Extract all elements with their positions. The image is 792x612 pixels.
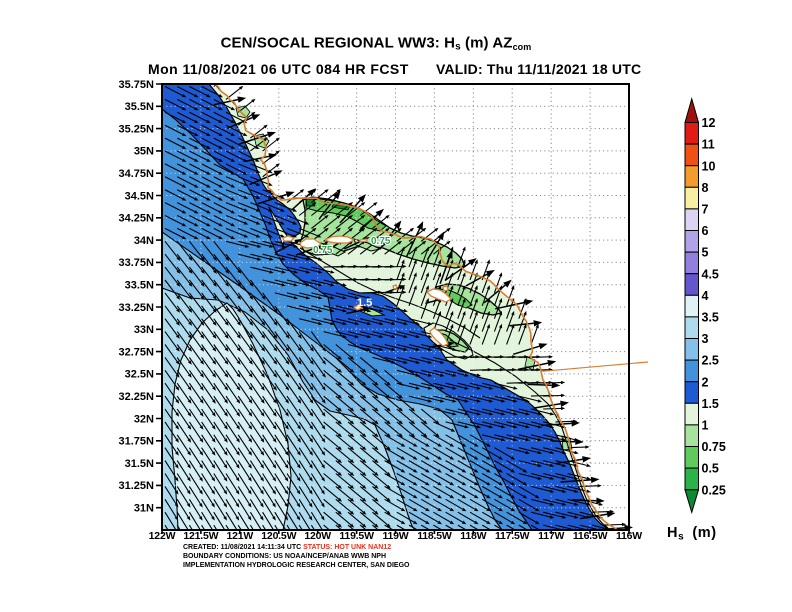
svg-text:32.5N: 32.5N — [125, 369, 154, 381]
svg-text:0.25: 0.25 — [702, 483, 726, 497]
svg-text:7: 7 — [702, 203, 709, 217]
svg-text:0.75: 0.75 — [702, 440, 726, 454]
svg-text:116.5W: 116.5W — [573, 530, 608, 542]
svg-text:31N: 31N — [134, 503, 154, 515]
svg-text:118W: 118W — [460, 530, 486, 542]
svg-text:CREATED: 11/08/2021 14:11:34 U: CREATED: 11/08/2021 14:11:34 UTC STATUS:… — [183, 544, 391, 551]
svg-text:1.5: 1.5 — [357, 297, 372, 309]
svg-text:32.25N: 32.25N — [119, 391, 155, 403]
svg-text:CEN/SOCAL REGIONAL WW3: Hs (m): CEN/SOCAL REGIONAL WW3: Hs (m) AZcom — [221, 35, 532, 53]
svg-text:33.5N: 33.5N — [125, 280, 154, 292]
svg-text:10: 10 — [702, 159, 716, 173]
svg-text:3: 3 — [702, 332, 709, 346]
svg-text:34.5N: 34.5N — [125, 190, 154, 202]
svg-text:31.5N: 31.5N — [125, 458, 154, 470]
svg-text:35N: 35N — [134, 146, 154, 158]
svg-text:4.5: 4.5 — [702, 267, 719, 281]
svg-text:33.25N: 33.25N — [119, 302, 155, 314]
svg-text:119.5W: 119.5W — [339, 530, 374, 542]
svg-text:VALID: Thu 11/11/2021 18 UTC: VALID: Thu 11/11/2021 18 UTC — [436, 61, 641, 77]
svg-text:Hs (m): Hs (m) — [667, 525, 717, 543]
svg-text:34.25N: 34.25N — [119, 213, 155, 225]
svg-text:34.75N: 34.75N — [119, 168, 155, 180]
svg-text:33.75N: 33.75N — [119, 257, 155, 269]
svg-text:2.5: 2.5 — [702, 354, 719, 368]
svg-text:32.75N: 32.75N — [119, 346, 155, 358]
svg-text:121W: 121W — [226, 530, 253, 542]
svg-text:11: 11 — [702, 138, 715, 152]
svg-text:31.75N: 31.75N — [119, 436, 155, 448]
svg-text:5: 5 — [702, 246, 709, 260]
svg-text:6: 6 — [702, 224, 709, 238]
svg-text:0.5: 0.5 — [702, 462, 719, 476]
svg-text:118.5W: 118.5W — [417, 530, 452, 542]
svg-text:BOUNDARY CONDITIONS: US NOAA/N: BOUNDARY CONDITIONS: US NOAA/NCEP/ANAB W… — [183, 553, 386, 560]
svg-text:31.25N: 31.25N — [119, 480, 155, 492]
svg-text:117W: 117W — [538, 530, 564, 542]
svg-text:35.5N: 35.5N — [125, 101, 154, 113]
svg-text:33N: 33N — [134, 324, 154, 336]
svg-text:116W: 116W — [616, 530, 642, 542]
svg-text:117.5W: 117.5W — [495, 530, 530, 542]
svg-text:120.5W: 120.5W — [261, 530, 296, 542]
svg-text:122W: 122W — [149, 530, 176, 542]
svg-text:3.5: 3.5 — [702, 311, 719, 325]
svg-text:35.25N: 35.25N — [119, 123, 155, 135]
svg-text:IMPLEMENTATION HYDROLOGIC RESE: IMPLEMENTATION HYDROLOGIC RESEARCH CENTE… — [183, 562, 410, 569]
svg-text:121.5W: 121.5W — [183, 530, 218, 542]
svg-text:12: 12 — [702, 116, 716, 130]
svg-text:1: 1 — [702, 419, 709, 433]
svg-text:34N: 34N — [134, 235, 154, 247]
svg-text:2: 2 — [702, 375, 709, 389]
svg-text:0.75: 0.75 — [371, 236, 391, 247]
svg-text:1.5: 1.5 — [702, 397, 719, 411]
svg-text:8: 8 — [702, 181, 709, 195]
svg-text:Mon 11/08/2021 06 UTC 084 HR F: Mon 11/08/2021 06 UTC 084 HR FCST — [148, 61, 409, 77]
svg-text:32N: 32N — [134, 413, 154, 425]
svg-text:35.75N: 35.75N — [119, 79, 155, 91]
svg-text:119W: 119W — [382, 530, 408, 542]
svg-text:0.75: 0.75 — [313, 245, 333, 256]
svg-text:120W: 120W — [304, 530, 331, 542]
svg-text:4: 4 — [702, 289, 709, 303]
